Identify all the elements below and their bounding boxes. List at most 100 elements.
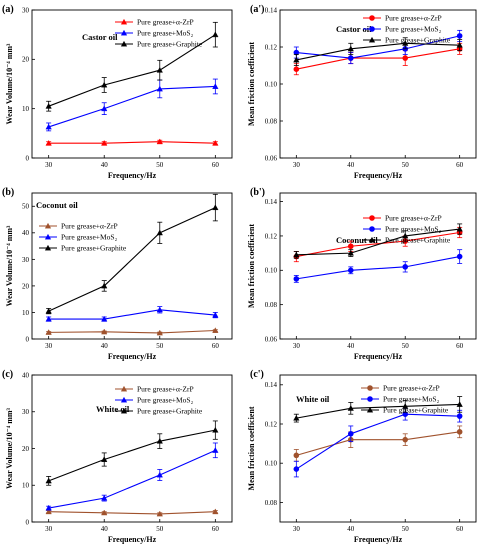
y-tick-label: 10 — [22, 309, 30, 317]
x-tick-label: 40 — [101, 525, 109, 533]
legend-marker — [44, 222, 52, 229]
series-line — [296, 403, 460, 419]
data-point — [402, 403, 409, 409]
legend-marker — [369, 226, 375, 232]
y-tick-label: 20 — [22, 282, 30, 290]
panel-label: (a) — [2, 4, 14, 15]
x-tick-label: 30 — [45, 161, 53, 169]
x-tick-label: 30 — [45, 525, 53, 533]
legend-label: Pure grease+MoS₂ — [383, 395, 440, 404]
data-point — [347, 55, 354, 61]
x-axis-label: Frequency/Hz — [354, 171, 403, 180]
data-point — [45, 139, 52, 146]
data-point — [101, 282, 108, 289]
plot-frame — [279, 192, 477, 340]
x-tick-label: 30 — [293, 342, 301, 350]
data-point — [402, 55, 409, 61]
y-tick-label: 0 — [26, 154, 30, 162]
series-line — [296, 35, 460, 59]
plot-frame — [279, 9, 477, 159]
data-point — [45, 123, 52, 130]
data-point — [156, 85, 163, 92]
legend-marker — [369, 26, 375, 32]
legend-marker — [367, 385, 373, 391]
series-line — [296, 48, 460, 70]
x-tick-label: 50 — [402, 342, 410, 350]
series-line — [296, 231, 460, 258]
x-tick-label: 60 — [456, 161, 464, 169]
data-point — [156, 66, 163, 73]
series-1 — [45, 327, 219, 336]
panel-title: Castor oil — [336, 24, 372, 34]
series-line — [48, 511, 216, 515]
legend: Pure grease+α-ZrP Pure grease+MoS₂ Pure gr… — [363, 214, 451, 245]
y-axis-label: Wear Volume/10⁻⁴ mm³ — [5, 407, 14, 488]
y-tick-label: 0.06 — [265, 335, 278, 343]
plot-frame — [31, 192, 233, 340]
y-tick-label: 0.08 — [265, 117, 278, 125]
data-point — [293, 276, 300, 282]
y-tick-label: 30 — [22, 6, 30, 14]
data-point — [101, 509, 108, 516]
series-line — [48, 85, 216, 128]
y-tick-label: 10 — [22, 105, 30, 113]
x-tick-label: 40 — [347, 342, 355, 350]
data-point — [212, 139, 219, 146]
legend-label: Pure grease+Graphite — [137, 40, 203, 49]
data-point — [456, 401, 463, 407]
data-point — [156, 138, 163, 145]
y-tick-label: 0.12 — [265, 43, 278, 51]
x-axis-label: Frequency/Hz — [108, 535, 157, 544]
legend-marker — [120, 385, 128, 392]
x-tick-label: 50 — [402, 525, 410, 533]
legend-marker — [120, 18, 128, 25]
data-point — [293, 56, 300, 63]
y-tick-label: 0.06 — [265, 154, 278, 162]
legend-marker — [44, 244, 52, 251]
legend-marker — [120, 29, 128, 36]
y-tick-label: 0.10 — [265, 460, 278, 468]
data-point — [456, 225, 463, 232]
plot-frame — [31, 9, 233, 159]
series-line — [296, 228, 460, 256]
series-line — [48, 329, 216, 334]
series-3 — [45, 193, 219, 315]
series-3 — [293, 37, 463, 66]
x-axis-label: Frequency/Hz — [108, 171, 157, 180]
y-tick-label: 20 — [22, 445, 30, 453]
panel-label: (c') — [250, 369, 264, 380]
y-tick-label: 0 — [26, 335, 30, 343]
chart-panel-3: 30 40 50 60 0 10 20 30 40 50 Frequency/Hz Wear Volu… — [2, 187, 233, 361]
legend-marker — [367, 396, 373, 402]
legend: Pure grease+α-ZrP Pure grease+MoS₂ Pure gr… — [361, 384, 449, 415]
legend-label: Pure grease+Graphite — [385, 236, 451, 245]
data-point — [347, 405, 354, 411]
data-point — [156, 510, 163, 517]
y-tick-label: 0.14 — [265, 198, 278, 206]
data-point — [45, 329, 52, 335]
series-3 — [293, 223, 463, 259]
y-tick-label: 30 — [22, 408, 30, 416]
series-3 — [293, 396, 463, 423]
legend-marker — [366, 406, 374, 413]
panel-label: (a') — [250, 4, 264, 15]
x-tick-label: 40 — [347, 525, 355, 533]
data-point — [45, 315, 52, 322]
legend: Pure grease+α-ZrP Pure grease+MoS₂ Pure gr… — [39, 222, 127, 253]
legend-label: Pure grease+Graphite — [137, 407, 203, 416]
y-axis-label: Wear Volume/10⁻⁴ mm³ — [5, 43, 14, 124]
legend-label: Pure grease+Graphite — [61, 244, 127, 253]
y-tick-label: 40 — [22, 229, 30, 237]
data-point — [101, 456, 108, 462]
data-point — [402, 232, 409, 239]
data-point — [45, 508, 52, 515]
plot-frame — [279, 374, 477, 523]
x-tick-label: 40 — [101, 342, 109, 350]
y-tick-label: 0.08 — [265, 499, 278, 507]
legend-marker — [369, 215, 375, 221]
x-tick-label: 60 — [212, 161, 220, 169]
data-point — [456, 41, 463, 48]
data-point — [293, 452, 300, 459]
series-2 — [293, 407, 463, 478]
y-tick-label: 0.08 — [265, 301, 278, 309]
